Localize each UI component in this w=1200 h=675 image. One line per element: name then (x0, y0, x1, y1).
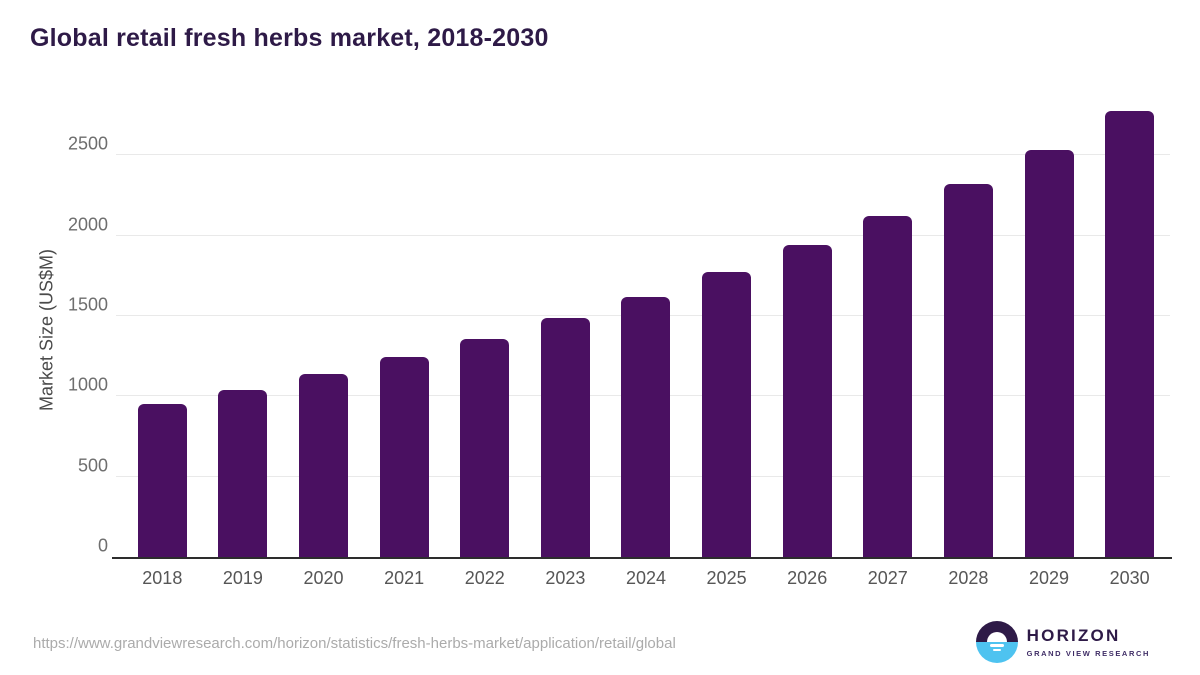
plot-area (116, 100, 1170, 557)
sun-reflection-icon (992, 649, 1001, 651)
x-tick-label-2025: 2025 (706, 568, 747, 588)
chart-title: Global retail fresh herbs market, 2018-2… (30, 24, 549, 52)
y-tick-label: 500 (77, 455, 108, 476)
bar-2022 (460, 338, 510, 557)
bar-slot-2030 (1089, 100, 1170, 557)
bar-2018 (137, 404, 187, 557)
bar-2026 (782, 245, 832, 557)
footer: https://www.grandviewresearch.com/horizo… (0, 613, 1200, 675)
bar-2023 (540, 318, 590, 557)
bar-slot-2020 (283, 100, 364, 557)
bar-2027 (863, 216, 913, 557)
x-tick-label-2027: 2027 (867, 568, 908, 588)
x-tick-label-2023: 2023 (545, 568, 586, 588)
y-tick-label: 1500 (67, 294, 108, 315)
bar-slot-2025 (686, 100, 767, 557)
logo-text: HORIZON GRAND VIEW RESEARCH (1027, 626, 1150, 657)
sun-reflection-icon (989, 644, 1004, 647)
bar-slot-2026 (767, 100, 848, 557)
bar-slot-2021 (364, 100, 445, 557)
x-tick-label-2022: 2022 (464, 568, 505, 588)
x-axis-line (112, 557, 1172, 559)
bar-slot-2027 (847, 100, 928, 557)
gridline (116, 154, 1170, 156)
bar-slot-2024 (606, 100, 687, 557)
bar-2029 (1024, 149, 1074, 557)
x-tick-label-2020: 2020 (303, 568, 344, 588)
bar-slot-2022 (444, 100, 525, 557)
x-tick-label-2026: 2026 (787, 568, 828, 588)
y-tick-label: 2000 (67, 214, 108, 235)
bar-2019 (218, 389, 268, 557)
x-tick-label-2030: 2030 (1109, 568, 1150, 588)
bar-2025 (702, 271, 752, 557)
bar-slot-2019 (203, 100, 284, 557)
gridline (116, 234, 1170, 236)
bar-2030 (1105, 111, 1155, 557)
x-tick-label-2024: 2024 (625, 568, 666, 588)
x-axis-labels: 2018 2019 2020 2021 2022 2023 2024 2025 2026 2027… (122, 568, 1170, 589)
bar-slot-2029 (1009, 100, 1090, 557)
bar-slot-2023 (525, 100, 606, 557)
bar-slot-2028 (928, 100, 1009, 557)
logo-sub-brand: GRAND VIEW RESEARCH (1026, 648, 1150, 658)
x-tick-label-2028: 2028 (948, 568, 989, 588)
y-tick-label: 1000 (67, 374, 108, 395)
sun-icon (986, 632, 1007, 642)
bars-row (122, 100, 1170, 557)
x-tick-label-2029: 2029 (1028, 568, 1070, 588)
x-tick-label-2018: 2018 (142, 568, 183, 588)
bar-slot-2018 (122, 100, 203, 557)
x-tick-label-2019: 2019 (222, 568, 263, 588)
y-tick-label: 0 (97, 535, 108, 556)
logo-brand: HORIZON (1026, 626, 1121, 646)
source-url: https://www.grandviewresearch.com/horizo… (33, 635, 676, 652)
x-tick-label-2021: 2021 (384, 568, 425, 588)
y-tick-label: 2500 (67, 133, 108, 154)
bar-2020 (299, 373, 349, 557)
horizon-logo: HORIZON GRAND VIEW RESEARCH (975, 621, 1150, 663)
y-axis-ticks: 0 500 1000 1500 2000 2500 (0, 100, 108, 557)
bar-2024 (621, 296, 671, 557)
horizon-logo-icon (975, 621, 1018, 663)
bar-2021 (379, 357, 429, 557)
bar-2028 (943, 184, 993, 557)
